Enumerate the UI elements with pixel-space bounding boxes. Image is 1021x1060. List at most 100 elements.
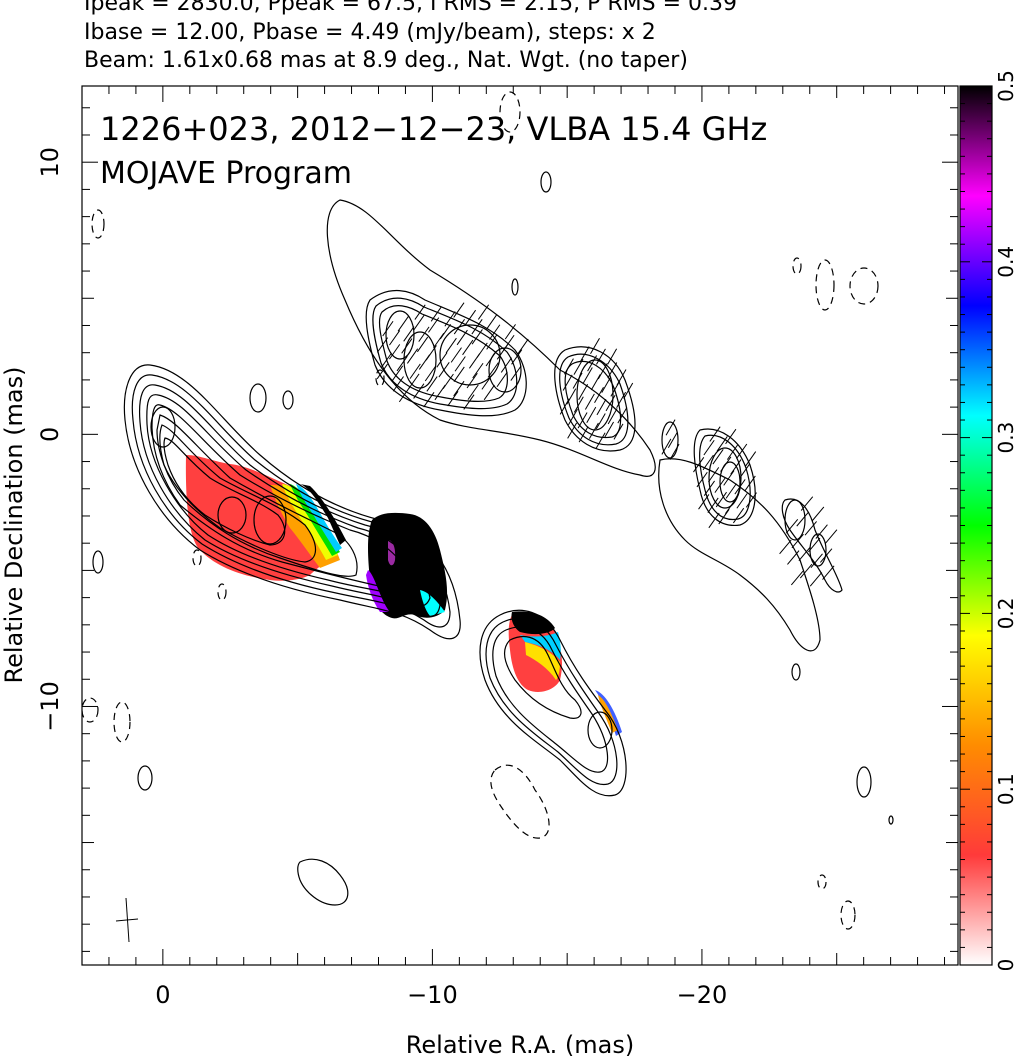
polarization-vector: [604, 421, 614, 438]
polarization-vector: [732, 507, 745, 524]
polarization-vector: [418, 326, 430, 342]
polarization-vector: [476, 342, 488, 358]
polarization-vector: [430, 306, 442, 322]
polarization-vector: [587, 355, 598, 372]
polarization-vector: [715, 491, 727, 508]
polarization-vector: [568, 409, 578, 426]
polarization-vector: [434, 384, 446, 401]
header-line-2: Ibase = 12.00, Pbase = 4.49 (mJy/beam), …: [84, 20, 656, 45]
polarization-vector: [445, 337, 457, 354]
polarization-vector: [744, 475, 756, 491]
polarization-vector: [607, 408, 618, 425]
plot-frame: [81, 85, 959, 966]
polarization-vector: [807, 537, 821, 553]
polarization-vector: [590, 374, 601, 391]
polarization-vector: [819, 548, 833, 563]
polarization-vector: [481, 374, 493, 390]
polarization-vector: [796, 512, 809, 527]
polarization-vector: [389, 330, 401, 346]
x-axis-ticks: [108, 86, 946, 965]
polarization-vector: [707, 497, 719, 513]
chart-title: 1226+023, 2012−12−23, VLBA 15.4 GHz: [100, 110, 767, 148]
polarization-vector: [572, 372, 583, 389]
polarization-vector: [595, 432, 606, 449]
negative-contours: [81, 91, 879, 930]
polarization-vector: [466, 372, 478, 389]
polarization-vector: [712, 449, 724, 465]
polarization-vector: [467, 384, 479, 400]
polarization-vector: [447, 391, 459, 407]
polarization-vector: [707, 467, 720, 483]
polarization-vector: [703, 480, 715, 496]
polarization-vector: [810, 553, 823, 568]
polarization-vector: [413, 314, 425, 331]
x-tick-labels: 0 −10 −20: [155, 981, 727, 1009]
colorbar-tick-labels: 0 0.1 0.2 0.3 0.4 0.5: [994, 70, 1018, 971]
polarization-vector: [401, 338, 413, 354]
polarization-vector: [667, 431, 678, 449]
polarization-vector: [486, 314, 498, 330]
polarization-vector: [822, 565, 835, 580]
polarization-vector: [471, 319, 483, 335]
polarization-vector: [416, 336, 429, 353]
polarization-vector: [456, 329, 468, 346]
polarization-vector: [418, 354, 431, 370]
polarization-vector: [594, 386, 604, 404]
polarization-vector: [464, 309, 477, 326]
polarization-vector: [716, 436, 728, 452]
polarization-vector: [439, 324, 451, 340]
polarization-vector: [562, 374, 573, 391]
polarization-vector: [785, 519, 799, 534]
polarization-vector: [578, 383, 589, 401]
polarization-vector: [409, 363, 421, 379]
polarization-vector: [596, 348, 606, 365]
polarization-vector: [487, 362, 499, 378]
polarization-vector: [730, 459, 742, 475]
polarization-vector: [392, 376, 404, 392]
polarization-vector: [665, 419, 676, 436]
polarization-vector: [661, 438, 672, 455]
polarization-vector: [696, 471, 708, 488]
colorbar-tick-label: 0.1: [994, 773, 1018, 805]
polarization-vector: [403, 326, 415, 342]
polarization-vector: [511, 349, 523, 365]
polarization-vector: [616, 391, 627, 408]
polarization-vector: [702, 454, 714, 471]
y-tick-label: 0: [36, 427, 64, 442]
colorbar-tick-label: 0: [994, 959, 1018, 972]
polarization-vector: [588, 422, 599, 439]
polarization-vector: [744, 451, 757, 467]
polarization-vector: [496, 371, 508, 388]
polarization-vector: [596, 398, 607, 416]
polarization-vector: [503, 334, 515, 351]
polarization-vector: [397, 316, 409, 332]
x-tick-label: −10: [407, 981, 458, 1009]
polarization-vector: [736, 493, 748, 509]
polarization-vector: [566, 388, 577, 405]
polarization-vector: [582, 367, 593, 384]
polarization-vector: [601, 376, 612, 393]
polarization-vector: [389, 344, 401, 360]
polarization-vector: [486, 334, 498, 350]
polarization-vector: [453, 302, 465, 318]
polarization-vector: [406, 348, 419, 364]
polarization-vector: [483, 384, 495, 401]
y-axis-label: Relative Declination (mas): [0, 366, 28, 683]
polarization-vector: [811, 506, 825, 522]
intensity-contours: [92, 171, 894, 906]
polarization-vector: [396, 355, 408, 372]
colorbar-tick-label: 0.5: [994, 70, 1018, 102]
polarization-vector: [450, 347, 462, 363]
polarization-vector: [709, 426, 721, 442]
polarization-vector: [607, 348, 618, 365]
polarization-vector: [477, 304, 490, 320]
polarization-vector: [577, 412, 588, 429]
polarization-vector: [613, 423, 624, 440]
polarization-vector: [590, 337, 600, 355]
colorbar-tick-label: 0.3: [994, 422, 1018, 454]
polarization-vector: [454, 356, 466, 372]
polarization-vector: [567, 422, 578, 439]
polarization-vector: [605, 395, 616, 412]
y-tick-label: −10: [36, 681, 64, 732]
